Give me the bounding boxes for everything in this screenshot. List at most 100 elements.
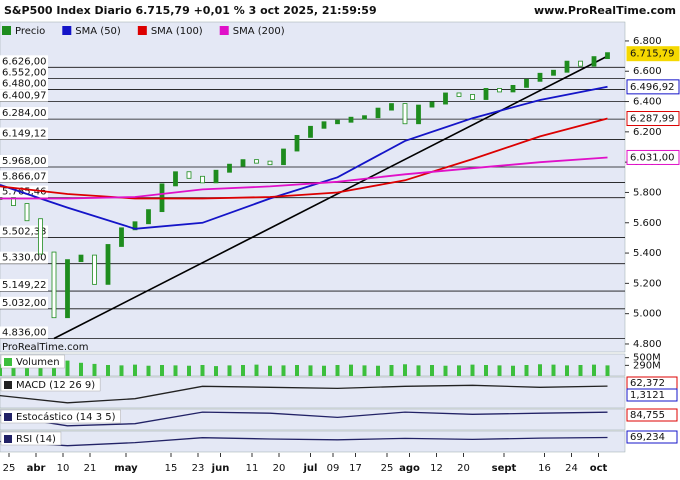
panel-title-box [0, 354, 65, 369]
volume-bar [0, 364, 2, 376]
candle [456, 92, 462, 97]
candle [254, 159, 259, 164]
candle [227, 163, 232, 173]
legend-swatch [62, 26, 72, 35]
candle [497, 88, 502, 93]
volume-bar [295, 365, 299, 376]
volume-bar [349, 364, 353, 376]
level-label: 5.032,00 [2, 298, 47, 309]
volume-bar [484, 365, 488, 376]
value-badge [626, 388, 678, 402]
volume-bar [416, 365, 421, 376]
volume-bar [173, 365, 178, 376]
value-badge [626, 46, 680, 62]
x-tick-label: 09 [327, 463, 340, 474]
volume-bar [308, 365, 313, 376]
level-label-box [0, 77, 48, 90]
level-label: 6.400,97 [2, 90, 47, 101]
sma-line [0, 156, 608, 200]
value-badge-label: 6.715,79 [630, 49, 675, 60]
volume-bar [241, 365, 245, 376]
volume-bar [470, 364, 475, 376]
candle [146, 209, 151, 225]
x-tick-label: 17 [349, 463, 362, 474]
level-label: 6.552,00 [2, 68, 47, 79]
panel-bg [0, 430, 626, 453]
x-tick-label: 12 [430, 463, 443, 474]
volume-bar [187, 365, 191, 376]
level-label-box [0, 107, 48, 120]
level-label-box [0, 155, 48, 167]
x-tick-label: 25 [381, 463, 394, 474]
volume-bar [551, 364, 556, 376]
panel-title-box [0, 377, 101, 392]
candle [524, 78, 529, 88]
panel-bg [0, 376, 626, 409]
candle [510, 84, 516, 93]
candle [38, 218, 43, 255]
candle [375, 107, 381, 119]
candle [119, 227, 124, 247]
level-label-box [0, 89, 48, 102]
volume-bar [592, 364, 596, 376]
candle [429, 101, 435, 108]
volume-bar [457, 365, 461, 376]
panel-swatch [4, 435, 12, 443]
panel-title-box [0, 409, 121, 424]
volume-bar [538, 364, 542, 376]
candle [335, 119, 340, 125]
level-label-box [0, 66, 48, 79]
candle [443, 92, 448, 105]
candle [92, 254, 97, 285]
volume-bar [511, 365, 515, 376]
volume-bar [227, 365, 232, 376]
candle [294, 134, 300, 152]
y-tick-label: 6.200 [633, 127, 662, 138]
volume-bar [160, 365, 164, 376]
value-badge [626, 149, 680, 165]
x-tick-label: abr [27, 463, 46, 474]
volume-bar [92, 363, 97, 376]
indicator-line [0, 384, 608, 404]
candle [267, 160, 273, 166]
value-badge-label: 6.287,99 [630, 114, 675, 125]
candle [564, 60, 570, 73]
volume-bar [497, 365, 502, 376]
trend-line [53, 55, 608, 340]
candle [78, 254, 84, 263]
value-badge [626, 408, 678, 422]
level-label: 6.480,00 [2, 78, 47, 89]
panel-swatch [4, 413, 12, 421]
x-tick-label: 25 [3, 463, 16, 474]
volume-bar [268, 365, 272, 376]
level-label: 5.866,07 [2, 171, 47, 182]
site-link[interactable]: www.ProRealTime.com [534, 4, 676, 17]
level-label-box [0, 225, 48, 238]
volume-bar [106, 365, 110, 376]
x-tick-label: 16 [538, 463, 551, 474]
y-tick-label: 5.800 [633, 187, 662, 198]
y-tick-label: 5.000 [633, 309, 662, 320]
volume-bar [578, 365, 583, 376]
panel-swatch [4, 358, 12, 366]
level-label: 5.502,33 [2, 227, 47, 238]
y-tick-label: 5.200 [633, 278, 662, 289]
y-tick-label: 6.800 [633, 36, 662, 47]
value-badge-label: 6.031,00 [630, 152, 675, 163]
candle [173, 171, 178, 187]
y-tick-label: 5.400 [633, 248, 662, 259]
candle [24, 203, 30, 222]
value-badge-label: 69,234 [630, 432, 665, 443]
candle [591, 56, 597, 67]
volume-bar [430, 365, 434, 376]
value-badge-label: 6.496,92 [630, 82, 675, 93]
candle [470, 94, 475, 100]
volume-bar [565, 365, 569, 376]
volume-bar [254, 364, 259, 376]
y-tick-label: 500M [633, 353, 661, 364]
volume-bar [146, 365, 151, 376]
panel-title: MACD (12 26 9) [16, 380, 95, 391]
candle [308, 125, 313, 138]
volume-bar [322, 365, 326, 376]
